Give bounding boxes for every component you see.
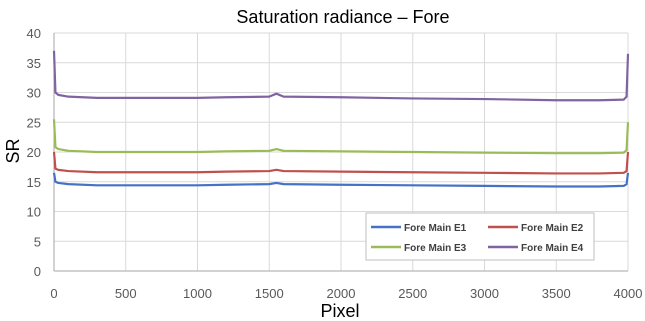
y-tick-label: 40	[27, 26, 41, 41]
y-axis-title: SR	[3, 138, 23, 163]
series-lines	[52, 50, 630, 188]
y-tick-labels: 0 5 10 15 20 25 30 35 40	[27, 26, 41, 279]
legend: Fore Main E1 Fore Main E2 Fore Main E3 Fore…	[365, 212, 595, 261]
legend-label-e2: Fore Main E2	[521, 223, 584, 234]
x-tick-label: 4000	[614, 286, 643, 301]
y-tick-label: 25	[27, 115, 41, 130]
y-tick-label: 5	[34, 234, 41, 249]
series-line-e2	[52, 151, 630, 175]
series-line-e1	[52, 172, 630, 188]
x-tick-label: 2000	[327, 286, 356, 301]
x-tick-label: 500	[115, 286, 137, 301]
legend-label-e3: Fore Main E3	[404, 243, 467, 254]
x-axis-title: Pixel	[320, 301, 359, 321]
y-tick-label: 20	[27, 145, 41, 160]
chart-title: Saturation radiance – Fore	[236, 7, 449, 27]
y-tick-label: 10	[27, 205, 41, 220]
y-tick-label: 35	[27, 56, 41, 71]
legend-label-e1: Fore Main E1	[404, 223, 467, 234]
series-line-e4	[52, 50, 630, 102]
y-tick-label: 15	[27, 175, 41, 190]
x-tick-labels: 0 500 1000 1500 2000 2500 3000 3500 4000	[50, 286, 642, 301]
legend-label-e4: Fore Main E4	[521, 243, 584, 254]
y-tick-label: 30	[27, 86, 41, 101]
x-tick-label: 1000	[183, 286, 212, 301]
series-line-e3	[52, 119, 630, 155]
x-tick-label: 0	[50, 286, 57, 301]
x-tick-label: 2500	[398, 286, 427, 301]
y-tick-label: 0	[34, 264, 41, 279]
x-tick-label: 3000	[470, 286, 499, 301]
x-tick-label: 1500	[255, 286, 284, 301]
x-tick-label: 3500	[542, 286, 571, 301]
legend-box	[365, 212, 595, 261]
